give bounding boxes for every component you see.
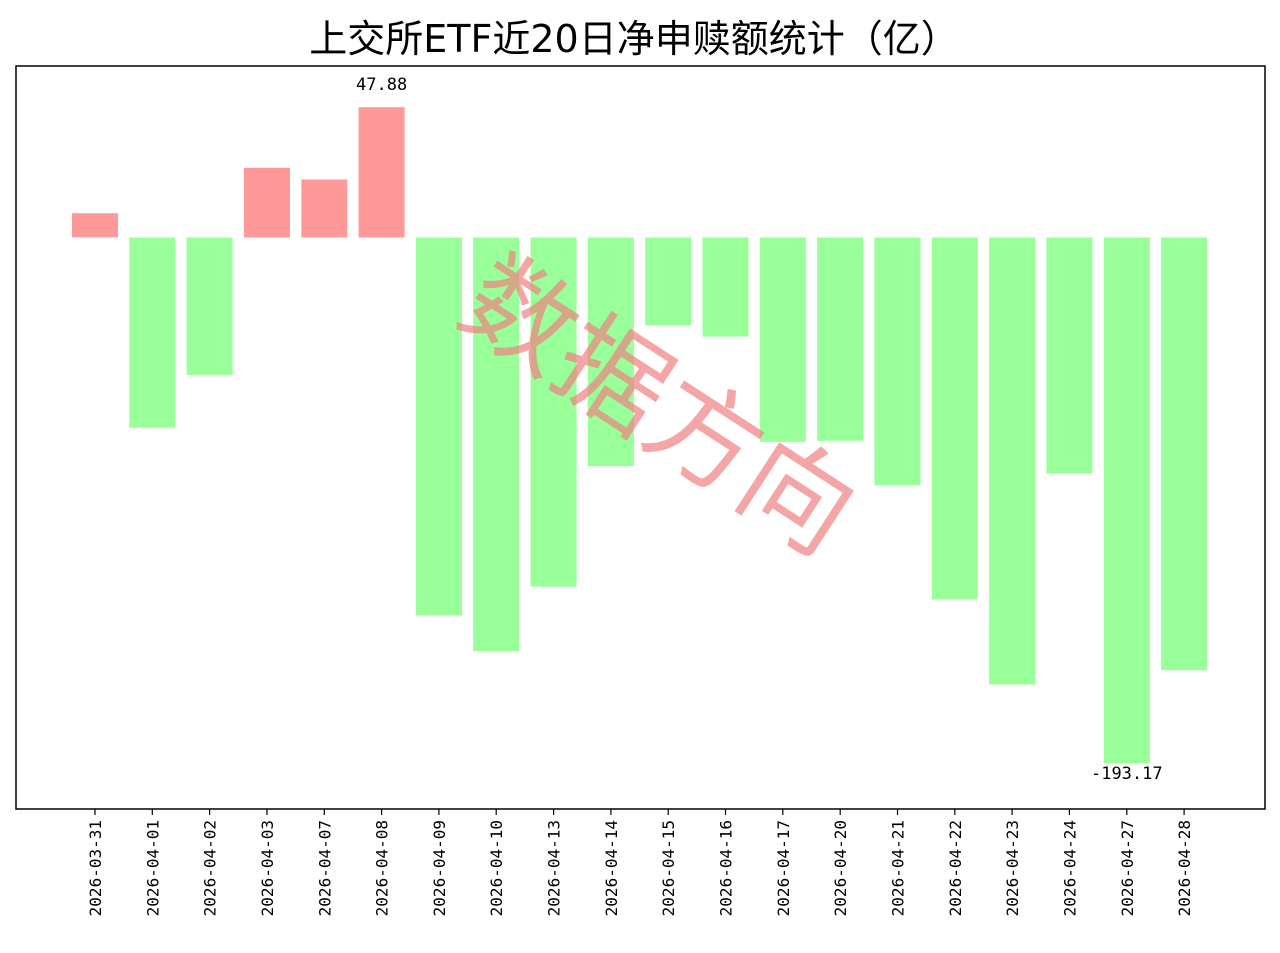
bar-2026-04-21 <box>874 237 921 486</box>
bar-2026-04-27 <box>1103 237 1150 764</box>
bar-2026-04-09 <box>415 237 462 616</box>
bar-2026-04-13 <box>530 237 577 587</box>
bar-2026-04-28 <box>1161 237 1208 671</box>
x-tick-label: 2026-04-09 <box>430 820 449 916</box>
bar-2026-04-01 <box>129 237 176 428</box>
bar-2026-04-10 <box>473 237 520 652</box>
x-tick-label: 2026-04-07 <box>315 820 334 916</box>
x-tick-label: 2026-04-15 <box>659 820 678 916</box>
bar-2026-04-03 <box>244 167 290 238</box>
bar-2026-04-14 <box>587 237 634 467</box>
x-tick-label: 2026-03-31 <box>86 820 105 916</box>
x-tick-label: 2026-04-01 <box>143 820 162 916</box>
x-tick-label: 2026-04-03 <box>258 820 277 916</box>
x-tick-label: 2026-04-20 <box>831 820 850 916</box>
bar-2026-04-24 <box>1046 237 1093 474</box>
plot-frame <box>15 65 1266 810</box>
bar-2026-04-23 <box>989 237 1036 685</box>
x-tick-label: 2026-04-17 <box>774 820 793 916</box>
bar-2026-04-02 <box>186 237 233 375</box>
data-labels: 47.88 -193.17 <box>356 75 1163 784</box>
bar-2026-04-20 <box>817 237 864 441</box>
x-axis-ticks: 2026-03-31 2026-04-01 2026-04-02 2026-04-03… <box>86 809 1194 916</box>
chart-title: 上交所ETF近20日净申赎额统计（亿） <box>309 17 958 61</box>
x-tick-label: 2026-04-22 <box>946 820 965 916</box>
bar-2026-04-22 <box>931 237 978 600</box>
data-label-2026-04-08: 47.88 <box>356 75 407 95</box>
bars-layer <box>72 107 1208 764</box>
x-tick-label: 2026-04-23 <box>1003 820 1022 916</box>
x-tick-label: 2026-04-13 <box>545 820 564 916</box>
x-tick-label: 2026-04-02 <box>201 820 220 916</box>
bar-2026-03-31 <box>72 213 118 238</box>
x-tick-label: 2026-04-24 <box>1060 820 1079 916</box>
x-tick-label: 2026-04-16 <box>717 820 736 916</box>
x-tick-label: 2026-04-27 <box>1118 820 1137 916</box>
bar-2026-04-08 <box>358 107 405 238</box>
x-tick-label: 2026-04-10 <box>487 820 506 916</box>
bar-2026-04-17 <box>759 237 806 442</box>
x-tick-label: 2026-04-21 <box>889 820 908 916</box>
data-label-2026-04-27: -193.17 <box>1091 764 1163 784</box>
x-tick-label: 2026-04-14 <box>602 820 621 916</box>
bar-2026-04-15 <box>645 237 692 326</box>
bar-2026-04-07 <box>301 179 348 238</box>
x-tick-label: 2026-04-28 <box>1175 820 1194 916</box>
x-tick-label: 2026-04-08 <box>373 820 392 916</box>
bar-2026-04-16 <box>702 237 749 337</box>
